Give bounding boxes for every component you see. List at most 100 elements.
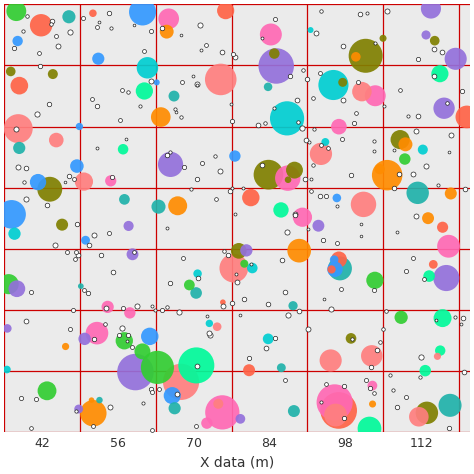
Point [331, 265, 339, 273]
Point [130, 21, 137, 28]
Point [362, 52, 369, 60]
Point [380, 102, 387, 110]
Point [132, 368, 139, 376]
Point [414, 113, 421, 120]
Point [89, 422, 97, 429]
Point [335, 123, 343, 130]
Point [91, 231, 98, 239]
Point [424, 214, 432, 222]
Point [328, 265, 336, 273]
Point [102, 304, 110, 312]
Point [264, 335, 272, 343]
Point [447, 190, 455, 197]
Point [402, 393, 410, 401]
Point [319, 237, 327, 244]
Point [228, 184, 236, 192]
Point [401, 140, 409, 148]
Point [352, 109, 360, 117]
Point [163, 28, 171, 36]
Point [348, 335, 356, 343]
Point [93, 144, 100, 152]
Point [116, 116, 123, 124]
Point [11, 230, 18, 237]
Point [65, 172, 73, 180]
Point [147, 77, 155, 84]
Point [432, 317, 439, 324]
Point [410, 255, 417, 262]
Point [139, 399, 147, 406]
Point [429, 261, 437, 268]
Point [172, 108, 180, 116]
Point [220, 247, 228, 255]
Point [65, 13, 73, 20]
Point [445, 425, 453, 432]
Point [245, 355, 253, 362]
Point [46, 100, 53, 108]
Point [245, 366, 253, 374]
Point [439, 223, 447, 231]
Point [262, 119, 269, 127]
Point [373, 346, 381, 354]
Point [163, 151, 171, 159]
Point [193, 363, 201, 370]
Point [47, 20, 55, 27]
Point [240, 260, 248, 267]
Point [203, 312, 210, 320]
Point [70, 175, 77, 182]
Point [327, 356, 335, 364]
Point [438, 48, 446, 55]
Point [119, 304, 127, 312]
Point [193, 81, 201, 89]
Point [451, 313, 459, 321]
Point [192, 289, 200, 297]
Point [354, 78, 361, 85]
Point [418, 353, 425, 360]
Point [96, 396, 103, 404]
Point [124, 331, 131, 339]
Point [305, 138, 313, 146]
Point [51, 241, 59, 249]
Point [415, 413, 423, 420]
Point [248, 264, 256, 272]
Point [284, 311, 292, 319]
Point [23, 12, 30, 20]
Point [356, 11, 364, 18]
Point [62, 343, 69, 350]
Point [303, 75, 311, 83]
Point [294, 118, 302, 126]
Point [414, 55, 422, 63]
Point [254, 121, 262, 128]
Point [333, 202, 341, 210]
Point [164, 225, 171, 232]
Point [93, 329, 101, 337]
Point [401, 155, 409, 163]
Point [421, 367, 429, 374]
Point [80, 286, 88, 294]
Point [8, 210, 15, 218]
Point [321, 138, 329, 146]
Point [108, 173, 116, 181]
Point [329, 81, 337, 89]
Point [54, 42, 62, 50]
Point [333, 194, 341, 202]
Point [322, 380, 329, 388]
Point [231, 54, 238, 61]
Point [228, 117, 236, 125]
Point [363, 9, 371, 17]
Point [108, 25, 115, 32]
Point [237, 415, 244, 423]
Point [72, 248, 80, 255]
Point [125, 222, 132, 230]
Point [212, 195, 219, 203]
Point [422, 31, 430, 39]
Point [189, 73, 196, 80]
Point [16, 144, 23, 152]
Point [243, 246, 250, 254]
Point [149, 302, 156, 310]
Point [53, 136, 60, 144]
Point [219, 299, 227, 306]
Point [66, 325, 74, 332]
Point [304, 325, 311, 333]
Point [122, 136, 130, 143]
Point [396, 87, 403, 94]
